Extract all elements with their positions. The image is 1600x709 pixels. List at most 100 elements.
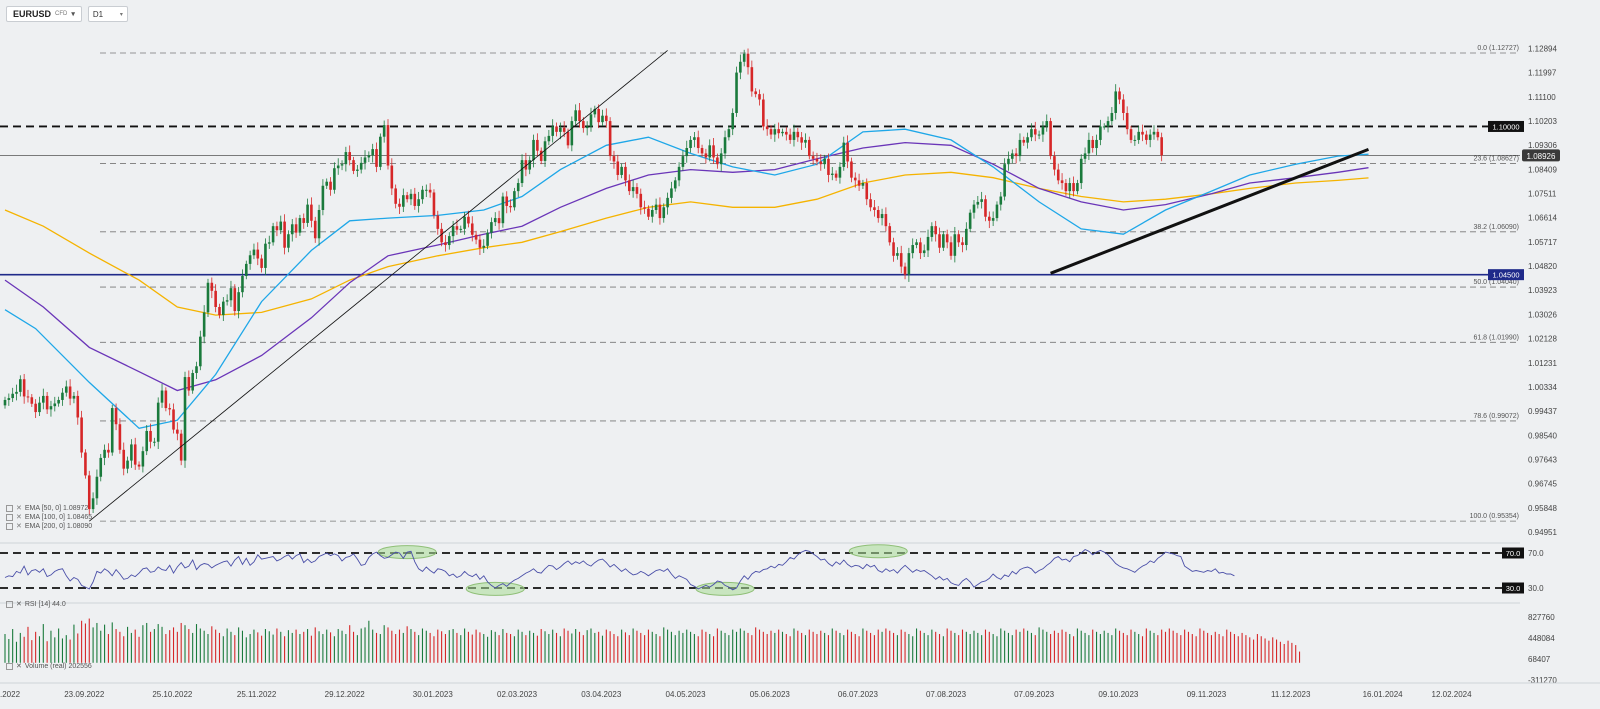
candle-body: [199, 336, 202, 367]
candle-body: [467, 216, 470, 224]
candle: [991, 211, 995, 227]
settings-icon[interactable]: [6, 523, 13, 530]
candle-body: [114, 408, 118, 425]
close-icon[interactable]: ✕: [16, 601, 22, 608]
candle-body: [693, 137, 696, 140]
candle-body: [968, 212, 972, 229]
candle-body: [45, 395, 49, 410]
symbol-selector[interactable]: EURUSD CFD ▾: [6, 6, 82, 22]
candle-body: [846, 142, 849, 162]
fib-label: 78.6 (0.99072): [1473, 413, 1519, 420]
candle-body: [792, 131, 796, 140]
candle: [267, 235, 271, 249]
candle-body: [884, 214, 888, 227]
candle-body: [873, 207, 876, 210]
candle-body: [1099, 126, 1102, 140]
legend-ema100[interactable]: ✕ EMA [100, 0] 1.08465: [6, 513, 92, 522]
price-tick-label: 0.98540: [1528, 431, 1557, 440]
candle: [444, 235, 447, 252]
settings-icon[interactable]: [6, 505, 13, 512]
candle-body: [160, 390, 164, 403]
candle-body: [99, 457, 103, 477]
candle: [436, 210, 440, 235]
settings-icon[interactable]: [6, 514, 13, 521]
trend-line: [89, 50, 668, 522]
candle: [781, 128, 784, 137]
candle-body: [394, 188, 397, 204]
candle: [447, 232, 451, 250]
rsi-legend[interactable]: ✕ RSI [14] 44.0: [6, 600, 66, 608]
candle-body: [942, 234, 945, 248]
candle: [773, 123, 777, 142]
candle: [7, 393, 11, 406]
candle-body: [30, 397, 34, 404]
candle: [765, 119, 769, 136]
rsi-panel: 70.0 70.0 30.0 30.0: [0, 542, 1544, 596]
candle: [945, 229, 949, 249]
candle: [482, 239, 486, 253]
candle: [1033, 121, 1037, 142]
candle: [118, 418, 122, 454]
candle: [34, 399, 37, 419]
candle: [830, 167, 834, 181]
level-badge-label: 1.10000: [1492, 122, 1519, 131]
candle-body: [264, 243, 267, 268]
date-tick-label: 29.12.2022: [325, 690, 366, 699]
price-axis[interactable]: 1.12894 1.11997 1.11100 1.10203 1.09306 1.084…: [1488, 44, 1560, 537]
candle: [260, 254, 263, 273]
legend-ema50[interactable]: ✕ EMA [50, 0] 1.08972: [6, 504, 92, 513]
candle: [367, 151, 371, 163]
candle-body: [279, 221, 283, 231]
candle-body: [888, 226, 892, 243]
candle-body: [156, 402, 160, 442]
candle: [953, 226, 957, 263]
trend-line: [1050, 147, 1370, 275]
candle-body: [195, 366, 198, 374]
close-icon[interactable]: ✕: [16, 505, 22, 512]
settings-icon[interactable]: [6, 600, 13, 608]
close-icon[interactable]: ✕: [16, 514, 22, 521]
candle-body: [225, 300, 229, 302]
volume-legend[interactable]: ✕ Volume (real) 202556: [6, 662, 92, 670]
last-price-label: 1.08926: [1527, 152, 1556, 161]
candle-body: [463, 216, 466, 229]
candle-body: [22, 379, 26, 397]
symbol-name: EURUSD: [13, 9, 52, 19]
candle: [302, 213, 306, 229]
candle: [501, 192, 505, 228]
volume-tick-label: 448084: [1528, 634, 1555, 643]
candle-body: [390, 165, 394, 189]
candle: [1060, 173, 1064, 190]
close-icon[interactable]: ✕: [16, 523, 22, 530]
timeframe-selector[interactable]: D1 ▾: [87, 6, 128, 22]
candle: [91, 492, 95, 514]
candle: [325, 178, 329, 189]
candle-body: [1095, 139, 1098, 149]
candle: [666, 192, 669, 215]
candle-body: [42, 395, 45, 403]
candle-body: [1091, 139, 1095, 149]
candle: [49, 400, 53, 417]
candle: [490, 217, 493, 239]
settings-icon[interactable]: [6, 662, 13, 670]
legend-ema200[interactable]: ✕ EMA [200, 0] 1.08090: [6, 522, 92, 531]
candle: [199, 330, 202, 371]
close-icon[interactable]: ✕: [16, 663, 22, 670]
candle: [880, 208, 884, 226]
candle: [892, 237, 895, 262]
candle: [478, 234, 482, 255]
candle-body: [409, 193, 413, 200]
candle-body: [965, 228, 968, 246]
candle-body: [1030, 129, 1033, 138]
candle-body: [210, 282, 214, 291]
candle-body: [241, 276, 244, 293]
candle-body: [528, 160, 532, 170]
candle: [84, 449, 87, 479]
candle: [601, 109, 604, 127]
candle: [984, 195, 987, 222]
candle-body: [103, 449, 106, 458]
candle: [3, 396, 7, 409]
candle: [1145, 130, 1148, 145]
fib-label: 61.8 (1.01990): [1473, 334, 1519, 341]
